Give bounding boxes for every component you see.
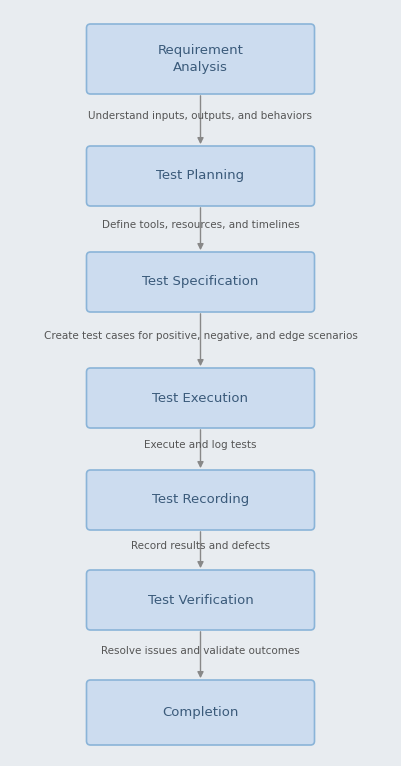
Text: Test Planning: Test Planning — [156, 169, 245, 182]
Text: Resolve issues and validate outcomes: Resolve issues and validate outcomes — [101, 646, 300, 656]
Text: Understand inputs, outputs, and behaviors: Understand inputs, outputs, and behavior… — [89, 111, 312, 121]
Text: Test Verification: Test Verification — [148, 594, 253, 607]
Text: Record results and defects: Record results and defects — [131, 541, 270, 551]
Text: Test Specification: Test Specification — [142, 276, 259, 289]
Text: Execute and log tests: Execute and log tests — [144, 440, 257, 450]
FancyBboxPatch shape — [87, 470, 314, 530]
FancyBboxPatch shape — [87, 24, 314, 94]
FancyBboxPatch shape — [87, 146, 314, 206]
FancyBboxPatch shape — [87, 368, 314, 428]
Text: Test Recording: Test Recording — [152, 493, 249, 506]
Text: Create test cases for positive, negative, and edge scenarios: Create test cases for positive, negative… — [44, 331, 357, 341]
FancyBboxPatch shape — [87, 680, 314, 745]
Text: Completion: Completion — [162, 706, 239, 719]
Text: Define tools, resources, and timelines: Define tools, resources, and timelines — [101, 220, 300, 230]
FancyBboxPatch shape — [87, 252, 314, 312]
Text: Requirement
Analysis: Requirement Analysis — [158, 44, 243, 74]
FancyBboxPatch shape — [87, 570, 314, 630]
Text: Test Execution: Test Execution — [152, 391, 249, 404]
